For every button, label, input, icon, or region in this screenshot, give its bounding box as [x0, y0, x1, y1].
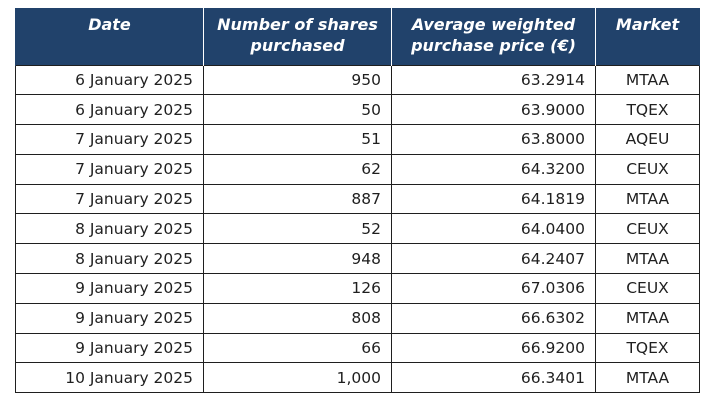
cell-price: 64.3200 [391, 153, 596, 185]
cell-market: MTAA [595, 243, 700, 275]
table-row: 10 January 2025 1,000 66.3401 MTAA [15, 362, 700, 394]
share-purchase-table-container: Date Number of shares purchased Average … [15, 8, 700, 394]
table-row: 7 January 2025 887 64.1819 MTAA [15, 183, 700, 215]
cell-price: 64.1819 [391, 183, 596, 215]
cell-price: 67.0306 [391, 273, 596, 304]
cell-date: 8 January 2025 [15, 213, 204, 245]
cell-market: TQEX [595, 332, 700, 364]
cell-date: 6 January 2025 [15, 94, 204, 126]
cell-market: MTAA [595, 362, 700, 394]
cell-shares: 50 [203, 94, 392, 126]
cell-price: 66.3401 [391, 362, 596, 394]
cell-price: 66.6302 [391, 302, 596, 334]
table-row: 8 January 2025 948 64.2407 MTAA [15, 243, 700, 275]
cell-shares: 1,000 [203, 362, 392, 394]
table-row: 9 January 2025 126 67.0306 CEUX [15, 273, 700, 304]
cell-shares: 52 [203, 213, 392, 245]
cell-market: MTAA [595, 64, 700, 96]
cell-market: CEUX [595, 153, 700, 185]
cell-shares: 950 [203, 64, 392, 96]
cell-date: 7 January 2025 [15, 124, 204, 155]
cell-price: 63.2914 [391, 64, 596, 96]
table-row: 6 January 2025 950 63.2914 MTAA [15, 64, 700, 96]
cell-shares: 62 [203, 153, 392, 185]
cell-date: 8 January 2025 [15, 243, 204, 275]
table-row: 8 January 2025 52 64.0400 CEUX [15, 213, 700, 245]
cell-market: AQEU [595, 124, 700, 155]
cell-market: CEUX [595, 273, 700, 304]
cell-price: 64.0400 [391, 213, 596, 245]
header-market: Market [595, 8, 700, 65]
header-date: Date [15, 8, 204, 65]
cell-date: 9 January 2025 [15, 273, 204, 304]
cell-date: 7 January 2025 [15, 183, 204, 215]
table-row: 6 January 2025 50 63.9000 TQEX [15, 94, 700, 126]
cell-date: 6 January 2025 [15, 64, 204, 96]
cell-shares: 66 [203, 332, 392, 364]
table-row: 9 January 2025 808 66.6302 MTAA [15, 302, 700, 334]
cell-market: CEUX [595, 213, 700, 245]
header-price: Average weighted purchase price (€) [391, 8, 596, 65]
cell-price: 64.2407 [391, 243, 596, 275]
table-body: 6 January 2025 950 63.2914 MTAA 6 January 20… [15, 64, 700, 394]
cell-market: MTAA [595, 183, 700, 215]
share-purchase-table: Date Number of shares purchased Average … [15, 8, 700, 394]
cell-date: 7 January 2025 [15, 153, 204, 185]
table-header: Date Number of shares purchased Average … [15, 8, 700, 65]
cell-price: 63.8000 [391, 124, 596, 155]
cell-shares: 948 [203, 243, 392, 275]
cell-shares: 887 [203, 183, 392, 215]
cell-date: 9 January 2025 [15, 302, 204, 334]
cell-date: 9 January 2025 [15, 332, 204, 364]
cell-market: MTAA [595, 302, 700, 334]
cell-price: 66.9200 [391, 332, 596, 364]
cell-shares: 126 [203, 273, 392, 304]
cell-price: 63.9000 [391, 94, 596, 126]
cell-date: 10 January 2025 [15, 362, 204, 394]
header-row: Date Number of shares purchased Average … [15, 8, 700, 65]
cell-shares: 51 [203, 124, 392, 155]
table-row: 9 January 2025 66 66.9200 TQEX [15, 332, 700, 364]
cell-shares: 808 [203, 302, 392, 334]
table-row: 7 January 2025 62 64.3200 CEUX [15, 153, 700, 185]
header-shares: Number of shares purchased [203, 8, 392, 65]
cell-market: TQEX [595, 94, 700, 126]
table-row: 7 January 2025 51 63.8000 AQEU [15, 124, 700, 155]
